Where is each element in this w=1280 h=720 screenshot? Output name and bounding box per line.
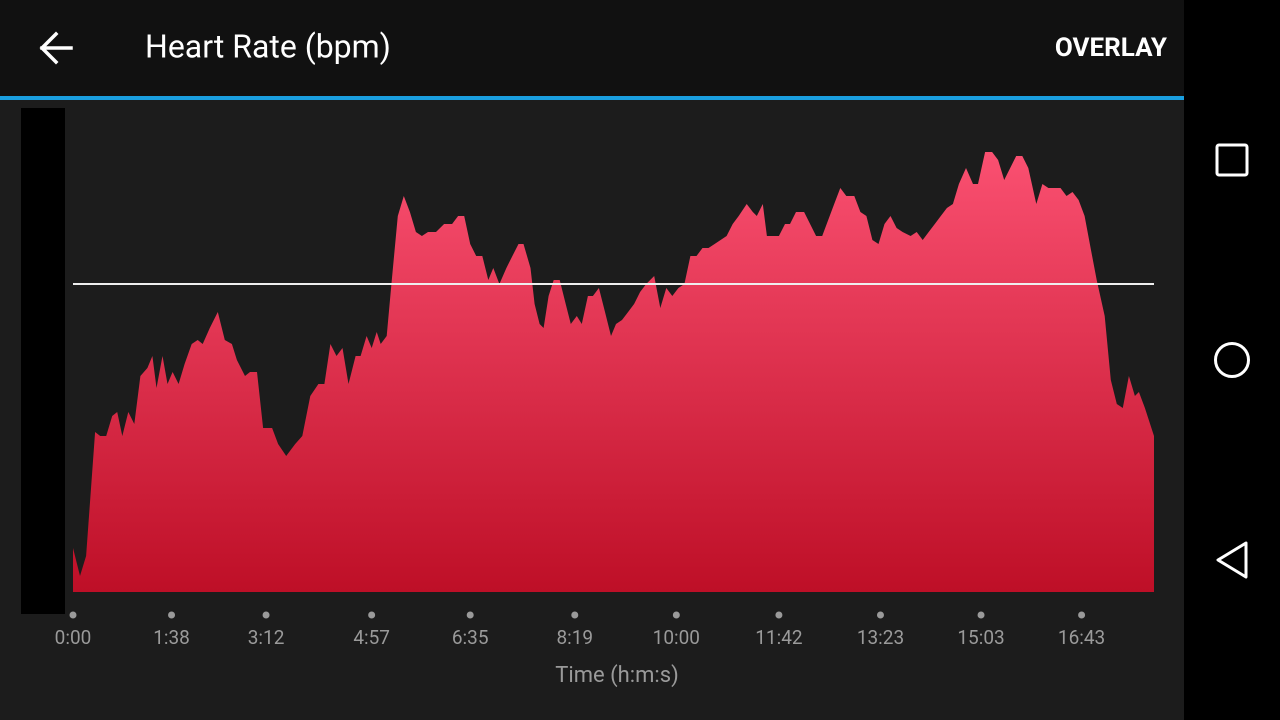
x-tick-dot xyxy=(69,611,77,619)
x-tick-label: 13:23 xyxy=(857,626,904,649)
navigation-bar xyxy=(1184,0,1280,720)
x-tick-label: 6:35 xyxy=(452,626,489,649)
x-tick-dot xyxy=(977,611,985,619)
screen-title: Heart Rate (bpm) xyxy=(145,27,391,65)
x-tick-label: 15:03 xyxy=(957,626,1004,649)
x-tick-dot xyxy=(775,611,783,619)
x-tick-label: 10:00 xyxy=(653,626,700,649)
toolbar-accent xyxy=(0,96,1184,100)
heart-rate-area xyxy=(73,152,1154,592)
x-tick-dot xyxy=(168,611,176,619)
back-button[interactable] xyxy=(39,31,73,65)
recents-button[interactable] xyxy=(1215,143,1249,177)
x-tick-dot xyxy=(262,611,270,619)
back-nav-button[interactable] xyxy=(1216,541,1248,579)
home-button[interactable] xyxy=(1214,342,1250,378)
x-axis-title: Time (h:m:s) xyxy=(555,663,679,688)
x-tick-dot xyxy=(876,611,884,619)
x-tick-label: 0:00 xyxy=(55,626,92,649)
x-tick-dot xyxy=(466,611,474,619)
x-tick-dot xyxy=(1078,611,1086,619)
x-tick-label: 11:42 xyxy=(755,626,802,649)
x-tick-label: 4:57 xyxy=(353,626,390,649)
x-tick-dot xyxy=(672,611,680,619)
x-tick-dot xyxy=(368,611,376,619)
toolbar xyxy=(0,0,1184,96)
x-tick-label: 3:12 xyxy=(248,626,285,649)
x-tick-dot xyxy=(571,611,579,619)
x-tick-label: 1:38 xyxy=(153,626,190,649)
x-tick-label: 8:19 xyxy=(556,626,593,649)
y-axis-panel xyxy=(21,108,65,614)
overlay-button[interactable]: OVERLAY xyxy=(1055,33,1168,63)
x-tick-label: 16:43 xyxy=(1058,626,1105,649)
